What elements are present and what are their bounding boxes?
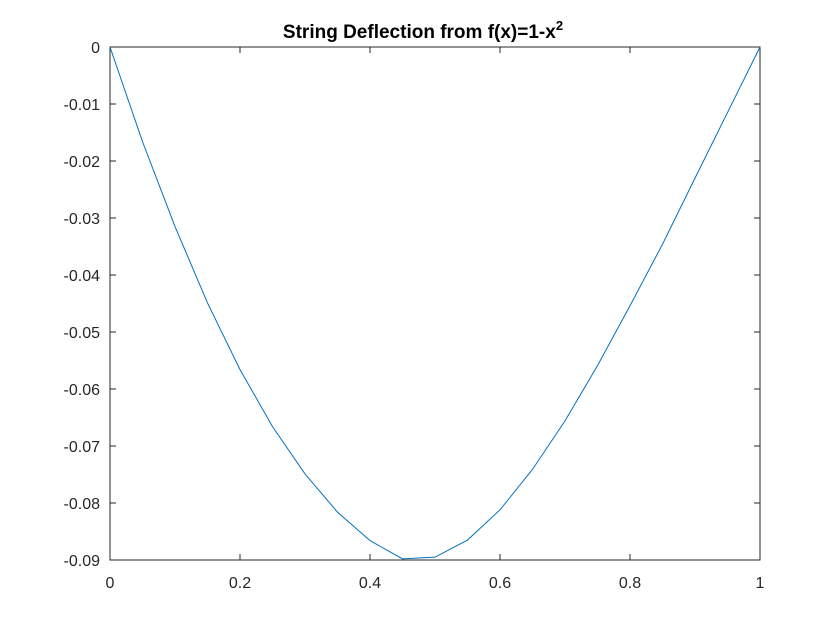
y-tick-label: -0.05 bbox=[64, 325, 101, 342]
y-tick-label: -0.07 bbox=[64, 439, 101, 456]
y-tick-label: -0.08 bbox=[64, 496, 101, 513]
axes-box bbox=[109, 46, 761, 561]
y-tick-label: -0.02 bbox=[64, 154, 101, 171]
x-tick-label: 0.4 bbox=[359, 575, 381, 592]
x-tick-label: 1 bbox=[756, 575, 765, 592]
chart-title: String Deflection from f(x)=1-x2 bbox=[283, 18, 563, 43]
y-tick-label: 0 bbox=[91, 40, 100, 57]
chart-title-main: String Deflection from f(x)=1-x bbox=[283, 22, 556, 43]
y-tick-label: -0.01 bbox=[64, 97, 101, 114]
x-tick-label: 0 bbox=[106, 575, 115, 592]
y-tick-label: -0.04 bbox=[64, 268, 101, 285]
x-tick-label: 0.8 bbox=[619, 575, 641, 592]
x-tick-label: 0.6 bbox=[489, 575, 511, 592]
y-tick-label: -0.03 bbox=[64, 211, 101, 228]
series-line bbox=[109, 46, 761, 560]
x-tick-label: 0.2 bbox=[229, 575, 251, 592]
chart-title-superscript: 2 bbox=[556, 18, 563, 33]
plot-area: 0 0.2 0.4 0.6 0.8 1 0 -0.01 -0.02 -0.03 -0.04 -0.05… bbox=[64, 40, 765, 592]
y-tick-label: -0.09 bbox=[64, 553, 101, 570]
y-tick-label: -0.06 bbox=[64, 382, 101, 399]
